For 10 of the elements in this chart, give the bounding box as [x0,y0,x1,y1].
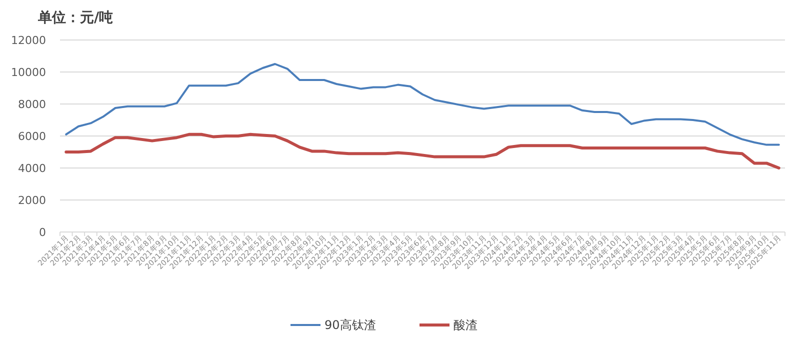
y-tick-label: 6000 [18,130,46,143]
y-tick-label: 2000 [18,194,46,207]
y-tick-label: 12000 [11,34,46,47]
legend-label: 酸渣 [454,318,478,332]
chart-title: 单位：元/吨 [37,10,114,26]
y-tick-label: 8000 [18,98,46,111]
y-tick-label: 0 [39,226,46,239]
legend-label: 90高钛渣 [324,318,376,332]
y-tick-label: 10000 [11,66,46,79]
y-tick-label: 4000 [18,162,46,175]
